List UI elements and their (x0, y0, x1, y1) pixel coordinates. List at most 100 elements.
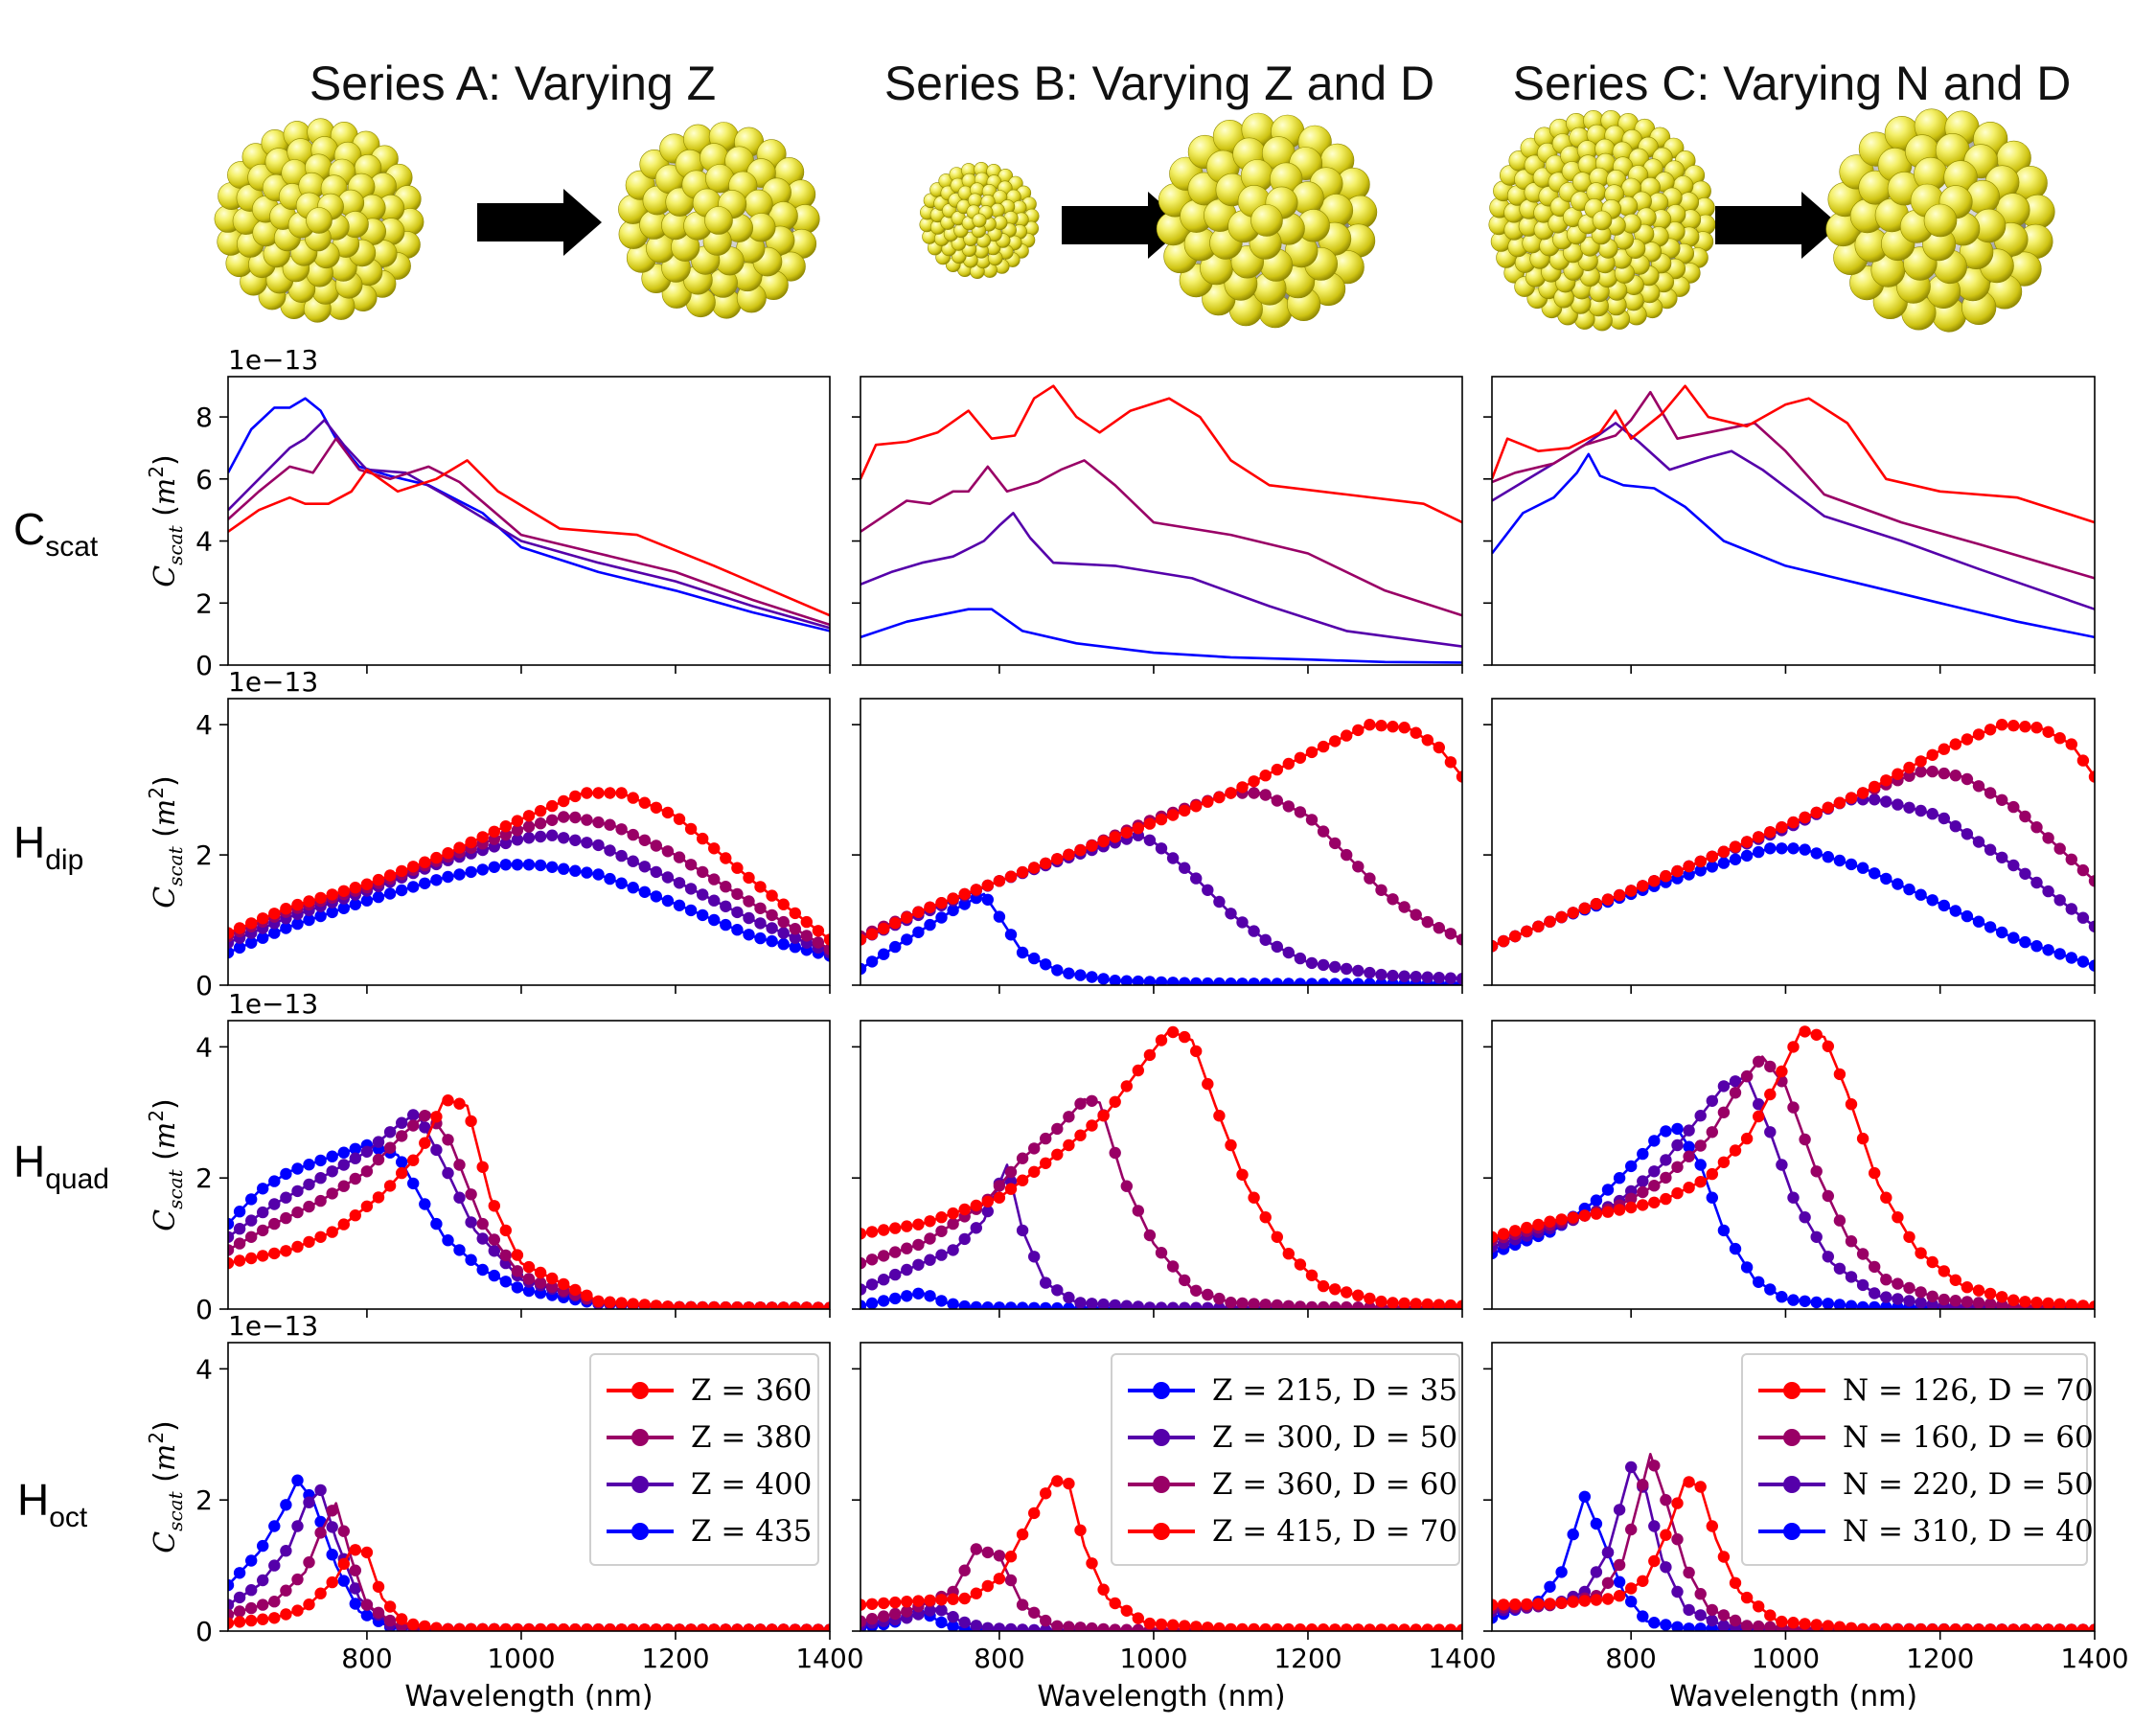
series-line (1492, 384, 2095, 524)
data-point (1660, 1154, 1672, 1166)
data-point (349, 1564, 361, 1576)
data-point (650, 840, 662, 852)
data-point (314, 1527, 327, 1539)
data-point (396, 884, 408, 897)
data-point (1717, 1224, 1731, 1237)
data-point (743, 911, 755, 925)
data-point (1717, 1080, 1731, 1092)
data-point (419, 1121, 431, 1134)
data-point (1601, 1206, 1615, 1218)
data-point (442, 1094, 454, 1107)
data-point (1202, 1077, 1214, 1091)
data-point (731, 887, 744, 901)
y-tick-label: 4 (195, 526, 213, 558)
data-point (511, 834, 524, 846)
data-point (546, 829, 559, 841)
data-point (1236, 916, 1249, 929)
data-point (1753, 1055, 1765, 1069)
legend-swatch (607, 1381, 674, 1400)
data-point (1810, 1165, 1823, 1178)
data-point (1063, 967, 1075, 979)
data-point (1016, 1528, 1029, 1541)
data-point (1648, 1617, 1661, 1629)
data-point (1938, 899, 1951, 912)
data-point (901, 1220, 913, 1232)
data-point (1601, 1546, 1615, 1559)
data-point (233, 941, 246, 954)
data-point (1683, 1150, 1695, 1162)
data-point (1717, 1620, 1731, 1631)
data-point (1717, 1156, 1731, 1169)
data-point (1225, 1138, 1237, 1152)
data-point (1421, 1623, 1434, 1631)
data-point (970, 1620, 982, 1631)
data-point (1613, 1172, 1626, 1184)
data-point (1822, 1251, 1835, 1263)
data-point (1961, 909, 1974, 923)
data-point (912, 1595, 925, 1607)
data-point (1880, 795, 1892, 808)
data-point (1637, 1147, 1649, 1161)
plot-area (860, 1025, 1462, 1309)
series-line (860, 459, 1462, 617)
data-point (1740, 1132, 1754, 1145)
data-point (697, 1623, 709, 1631)
data-point (303, 1556, 315, 1569)
plot-area (1492, 719, 2095, 972)
data-point (511, 1622, 524, 1631)
series-line (860, 608, 1462, 664)
row-label-cscat-sub: scat (45, 531, 99, 563)
data-point (430, 1217, 443, 1230)
data-point (650, 801, 662, 814)
data-point (1949, 1623, 1961, 1631)
data-point (1375, 1295, 1388, 1308)
data-point (935, 1249, 948, 1261)
data-point (257, 1613, 269, 1625)
data-point (1776, 1615, 1788, 1628)
data-point (511, 1281, 524, 1294)
data-point (754, 902, 767, 914)
series-line (228, 437, 830, 627)
data-point (2042, 885, 2054, 898)
data-point (558, 1277, 570, 1291)
data-point (673, 899, 686, 911)
data-point (812, 925, 825, 937)
data-point (1892, 1277, 1904, 1290)
data-point (326, 1576, 338, 1589)
data-point (1949, 1274, 1962, 1287)
data-point (592, 787, 605, 799)
data-point (280, 1245, 292, 1257)
data-point (1776, 842, 1788, 855)
data-point (488, 1269, 500, 1282)
data-point (1833, 796, 1846, 809)
data-point (1282, 978, 1295, 985)
x-tick-label: 1200 (1906, 1643, 1974, 1674)
data-point (1613, 1204, 1626, 1216)
data-point (465, 836, 477, 849)
data-point (2030, 876, 2043, 889)
data-point (958, 887, 971, 901)
legend-swatch (1128, 1428, 1195, 1447)
data-point (661, 806, 675, 819)
axes-frame (1491, 376, 2096, 666)
data-point (1961, 1623, 1974, 1631)
data-point (337, 1180, 350, 1192)
data-point (1132, 822, 1145, 835)
data-point (912, 1238, 925, 1252)
data-point (708, 1300, 721, 1309)
series-line (860, 1163, 1462, 1309)
data-point (638, 861, 651, 873)
data-point (1179, 1030, 1191, 1044)
data-point (1120, 1604, 1134, 1618)
data-point (1972, 1284, 1985, 1297)
data-point (1497, 934, 1510, 948)
data-point (499, 820, 512, 833)
data-point (1856, 1278, 1869, 1292)
data-point (280, 1499, 292, 1511)
data-point (981, 1622, 994, 1631)
data-point (981, 1546, 995, 1559)
data-point (280, 1191, 292, 1204)
data-point (442, 1234, 454, 1247)
legend-label: Z = 360 (691, 1372, 813, 1408)
data-point (419, 1198, 431, 1210)
